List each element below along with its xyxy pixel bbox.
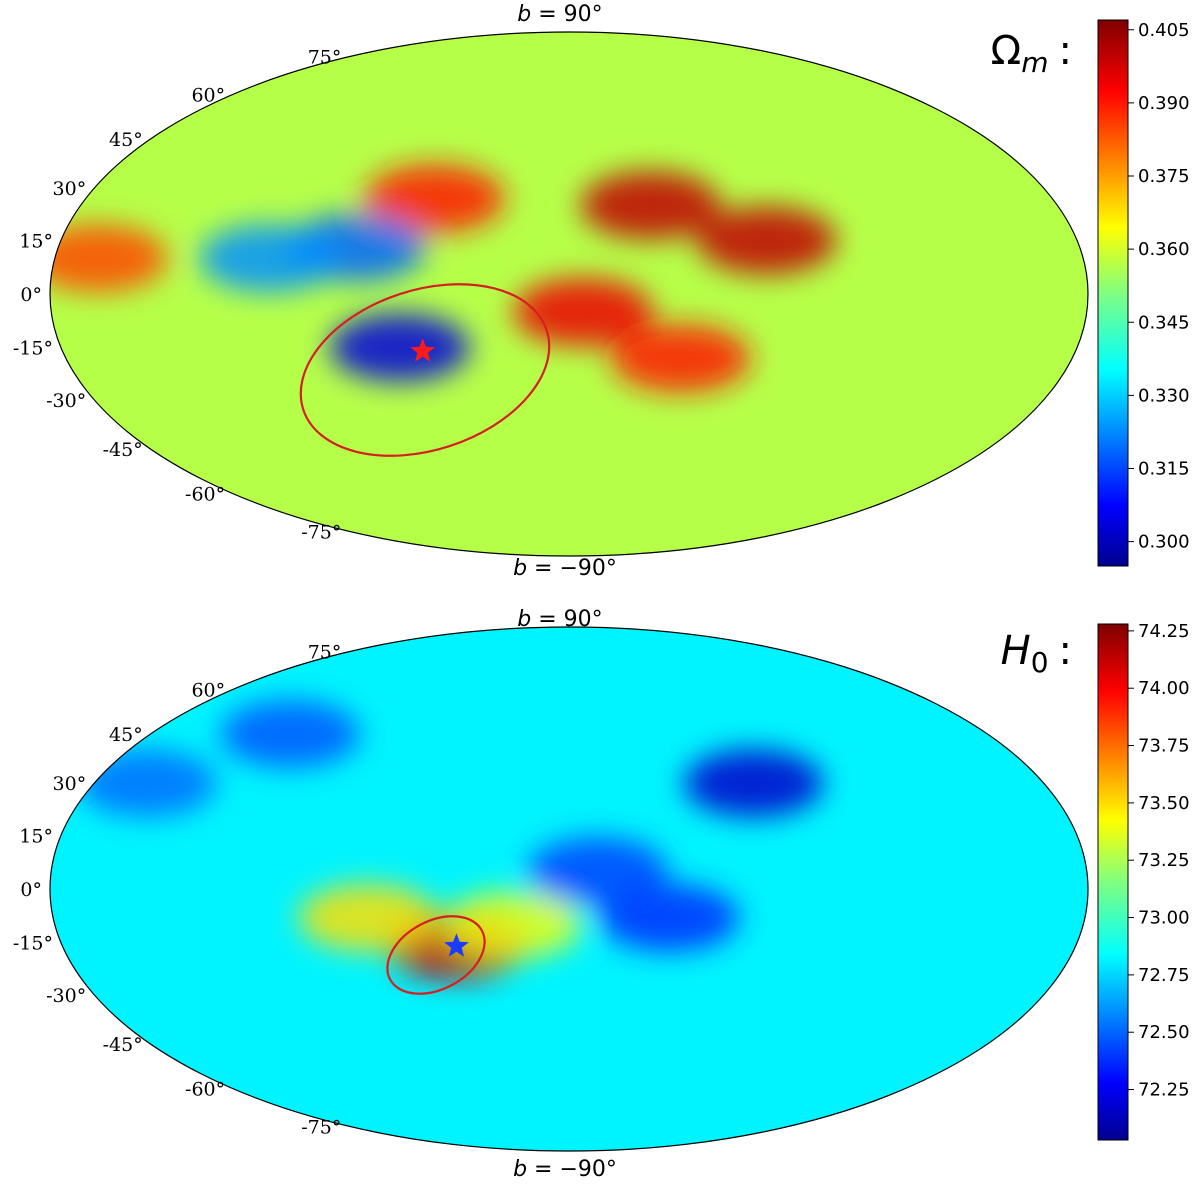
omega-m-north-pole-label: b = 90°	[517, 2, 602, 27]
latitude-label: 45°	[109, 129, 143, 151]
h0-low-region	[527, 837, 668, 906]
latitude-label: 0°	[20, 284, 42, 306]
latitude-label: 0°	[20, 879, 42, 901]
latitude-label: 30°	[53, 773, 87, 795]
h0-north-pole-var: b	[517, 607, 531, 632]
h0-south-pole-rest: = −90°	[527, 1157, 617, 1182]
omega-m-sky-map: 75° 60° 45° 30° 15° 0° -15° -30° -45° -60° -75° b …	[13, 2, 1190, 581]
colorbar-tick-label: 0.345	[1138, 312, 1190, 333]
h0-north-pole-label: b = 90°	[517, 607, 602, 632]
omega-m-colorbar	[1097, 19, 1129, 567]
colorbar-tick-label: 72.25	[1138, 1080, 1190, 1101]
h0-confidence-ellipse	[386, 915, 486, 995]
omega-m-high-region	[50, 224, 168, 293]
latitude-label: -30°	[46, 390, 86, 412]
colorbar-tick-label: 72.50	[1138, 1022, 1190, 1043]
omega-m-high-region	[364, 164, 505, 233]
omega-m-subscript: m	[1021, 46, 1048, 79]
h0-latitude-labels: 75° 60° 45° 30° 15° 0° -15° -30° -45° -60° -75°	[13, 642, 341, 1139]
latitude-label: 60°	[191, 84, 225, 106]
h0-south-pole-label: b = −90°	[513, 1157, 617, 1182]
colorbar-tick-label: 0.300	[1138, 532, 1190, 553]
colorbar-tick-label: 72.75	[1138, 965, 1190, 986]
omega-m-high-region	[513, 277, 654, 346]
h0-colorbar-ticks: 74.25 74.00 73.75 73.50 73.25 73.00 72.75 72.50…	[1128, 621, 1190, 1101]
h0-high-region	[298, 883, 439, 952]
omega-m-low-region	[329, 313, 470, 382]
latitude-label: -15°	[13, 338, 53, 360]
h0-north-pole-rest: = 90°	[531, 607, 602, 632]
h0-sky-map: 75° 60° 45° 30° 15° 0° -15° -30° -45° -60° -75° b …	[13, 607, 1190, 1182]
h0-low-region	[220, 699, 361, 768]
latitude-label: -45°	[103, 1034, 143, 1056]
latitude-label: -45°	[103, 439, 143, 461]
omega-m-map-outline	[49, 31, 1089, 557]
latitude-label: 75°	[308, 47, 342, 69]
colorbar-tick-label: 0.330	[1138, 385, 1190, 406]
h0-low-region	[683, 749, 824, 818]
h0-map-outline	[49, 626, 1089, 1152]
omega-m-high-region	[580, 171, 721, 240]
omega-m-colon: :	[1059, 28, 1072, 74]
omega-m-latitude-labels: 75° 60° 45° 30° 15° 0° -15° -30° -45° -60° -75°	[13, 47, 341, 544]
h0-low-region	[599, 883, 740, 952]
h0-colorbar	[1097, 623, 1129, 1141]
h0-low-region	[76, 749, 217, 818]
h0-south-pole-var: b	[513, 1157, 527, 1182]
omega-m-features	[50, 164, 837, 393]
omega-m-north-pole-var: b	[517, 2, 531, 27]
latitude-label: -30°	[46, 985, 86, 1007]
latitude-label: 30°	[53, 178, 87, 200]
colorbar-tick-label: 73.00	[1138, 908, 1190, 929]
h0-colon: :	[1059, 628, 1072, 674]
colorbar-tick-label: 74.25	[1138, 621, 1190, 642]
omega-m-south-pole-label: b = −90°	[513, 556, 617, 581]
omega-m-parameter-label: Ωm:	[991, 28, 1072, 79]
h0-high-region	[441, 890, 582, 959]
latitude-label: 45°	[109, 724, 143, 746]
colorbar-tick-label: 0.360	[1138, 239, 1190, 260]
colorbar-tick-label: 73.25	[1138, 850, 1190, 871]
latitude-label: -60°	[185, 484, 225, 506]
omega-m-south-pole-rest: = −90°	[527, 556, 617, 581]
colorbar-tick-label: 73.50	[1138, 793, 1190, 814]
h0-star-marker	[444, 933, 469, 957]
omega-m-low-region	[199, 224, 340, 293]
colorbar-tick-label: 74.00	[1138, 678, 1190, 699]
latitude-label: 60°	[191, 679, 225, 701]
omega-m-map-area	[50, 32, 1088, 556]
latitude-label: 75°	[308, 642, 342, 664]
omega-m-north-pole-rest: = 90°	[531, 2, 602, 27]
latitude-label: -75°	[301, 521, 341, 543]
latitude-label: 15°	[19, 230, 53, 252]
latitude-label: -15°	[13, 933, 53, 955]
omega-m-star-marker	[410, 338, 435, 362]
omega-m-confidence-ellipse	[299, 283, 551, 457]
omega-m-high-region	[696, 206, 837, 275]
colorbar-tick-label: 0.405	[1138, 20, 1190, 41]
colorbar-tick-label: 73.75	[1138, 736, 1190, 757]
omega-m-high-region	[610, 324, 751, 393]
h0-panel: 75° 60° 45° 30° 15° 0° -15° -30° -45° -60° -75° b …	[0, 592, 1200, 1184]
colorbar-tick-label: 0.375	[1138, 166, 1190, 187]
omega-m-symbol: Ω	[991, 28, 1022, 74]
h0-parameter-label: H0:	[1001, 628, 1072, 679]
colorbar-tick-label: 0.315	[1138, 459, 1190, 480]
omega-m-panel: 75° 60° 45° 30° 15° 0° -15° -30° -45° -60° -75° b …	[0, 0, 1200, 592]
latitude-label: -60°	[185, 1079, 225, 1101]
latitude-label: 15°	[19, 825, 53, 847]
omega-m-south-pole-var: b	[513, 556, 527, 581]
latitude-label: -75°	[301, 1116, 341, 1138]
colorbar-tick-label: 0.390	[1138, 93, 1190, 114]
omega-m-colorbar-ticks: 0.405 0.390 0.375 0.360 0.345 0.330 0.315 0.300	[1128, 20, 1190, 553]
h0-symbol: H	[1001, 628, 1031, 674]
h0-subscript: 0	[1031, 646, 1049, 679]
